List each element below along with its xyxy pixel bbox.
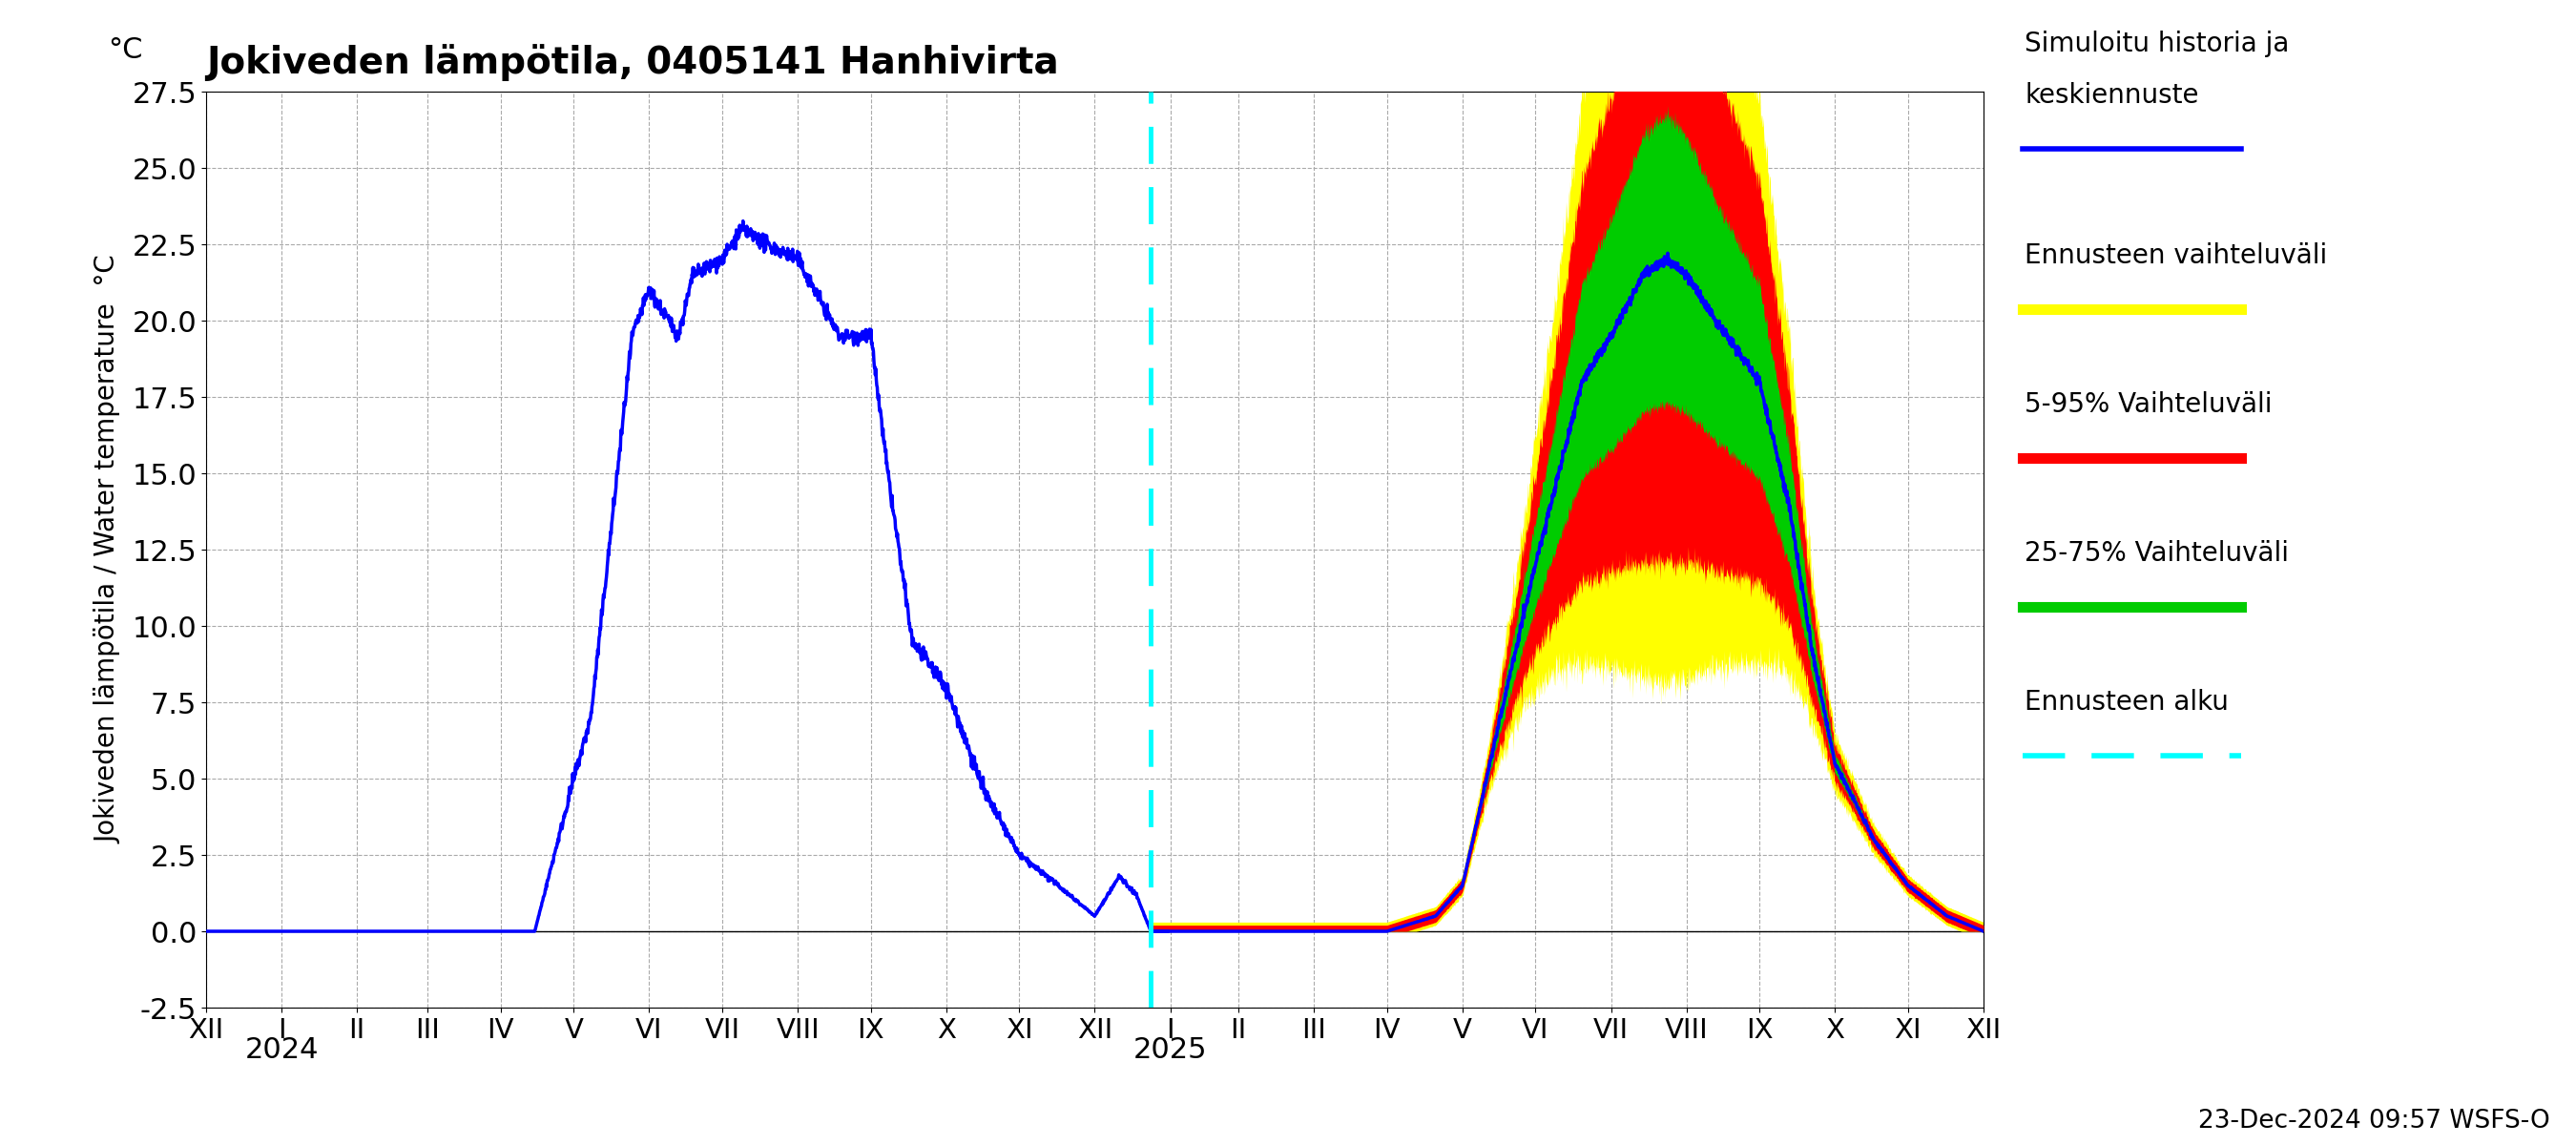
Text: 5-95% Vaihteluväli: 5-95% Vaihteluväli	[2025, 392, 2272, 418]
Text: Simuloitu historia ja: Simuloitu historia ja	[2025, 31, 2290, 57]
Text: °C: °C	[108, 37, 144, 64]
Text: keskiennuste: keskiennuste	[2025, 82, 2200, 109]
Text: Ennusteen vaihteluväli: Ennusteen vaihteluväli	[2025, 243, 2329, 269]
Text: 2024: 2024	[245, 1036, 319, 1064]
Text: Ennusteen alku: Ennusteen alku	[2025, 689, 2228, 716]
Text: Jokiveden lämpötila, 0405141 Hanhivirta: Jokiveden lämpötila, 0405141 Hanhivirta	[206, 44, 1059, 80]
Text: 23-Dec-2024 09:57 WSFS-O: 23-Dec-2024 09:57 WSFS-O	[2197, 1108, 2550, 1134]
Y-axis label: Jokiveden lämpötila / Water temperature  °C: Jokiveden lämpötila / Water temperature …	[95, 255, 121, 844]
Text: 25-75% Vaihteluväli: 25-75% Vaihteluväli	[2025, 540, 2290, 567]
Text: 2025: 2025	[1133, 1036, 1208, 1064]
